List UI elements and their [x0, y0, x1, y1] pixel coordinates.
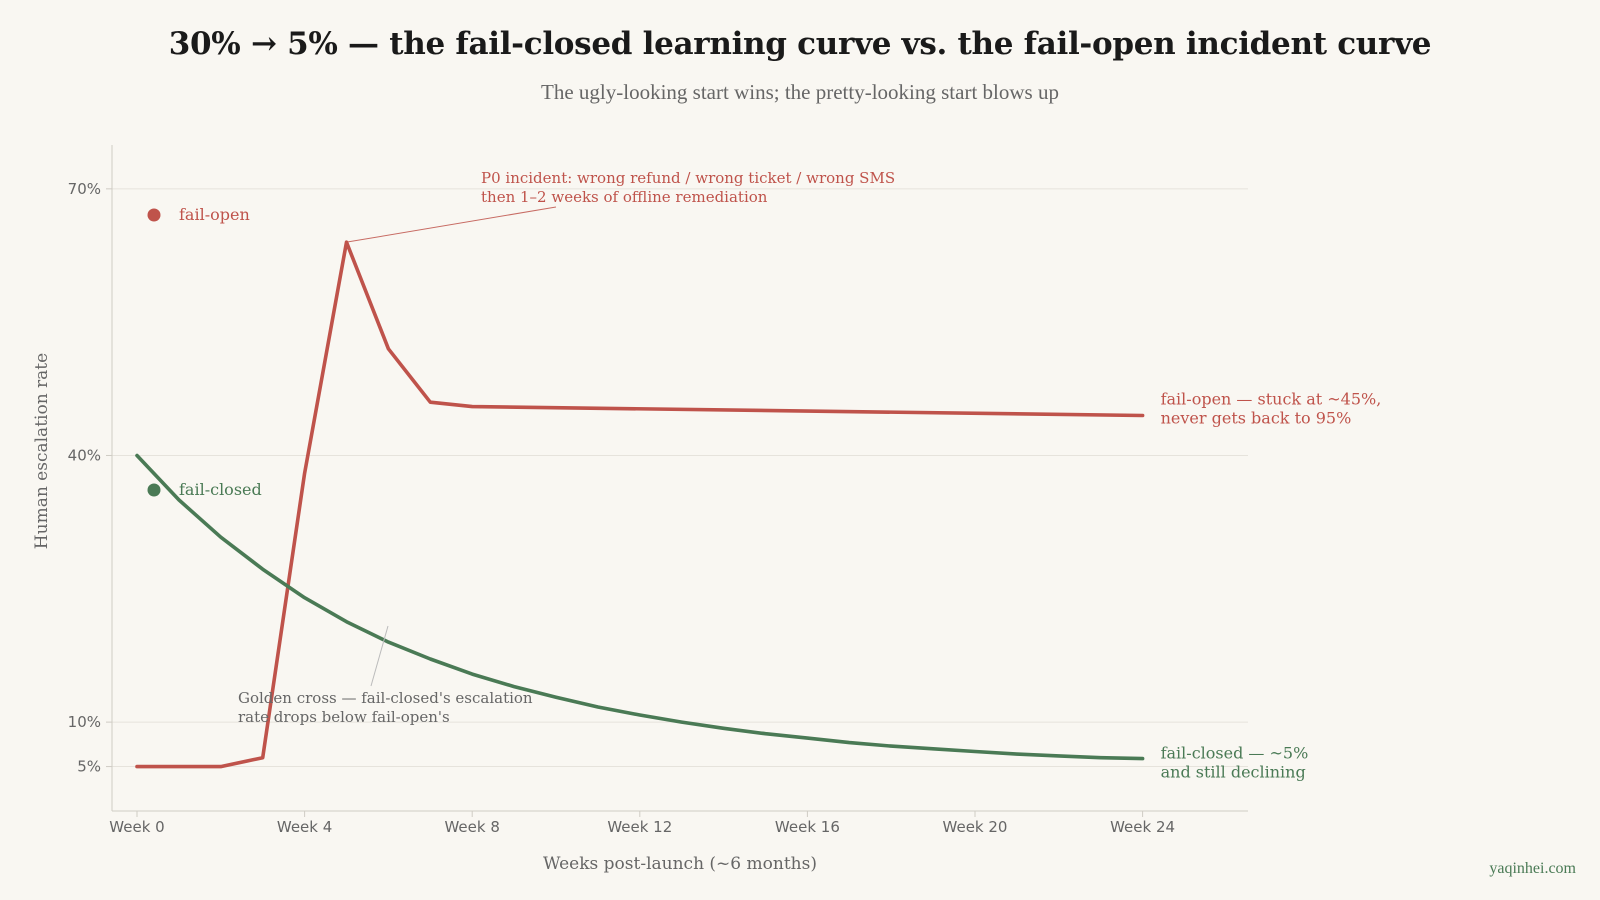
x-tick-label: Week 8	[444, 818, 499, 836]
golden-cross-callout-line	[370, 625, 389, 687]
end-label-fail-open: fail-open — stuck at ~45%,	[1161, 389, 1382, 408]
golden-cross-annotation-text: Golden cross — fail-closed's escalation	[238, 689, 533, 707]
x-tick-labels: Week 0 Week 4 Week 8 Week 12 Week 16 Week 20 W…	[109, 811, 1175, 836]
golden-cross-annotation-text: rate drops below fail-open's	[238, 708, 450, 726]
legend-marker-fail-open	[147, 208, 161, 222]
series-line-fail-open	[135, 240, 1145, 769]
x-tick-label: Week 24	[1110, 818, 1175, 836]
chart-subtitle: The ugly-looking start wins; the pretty-…	[541, 80, 1059, 104]
legend-marker-fail-closed	[147, 483, 161, 497]
series-lines	[135, 240, 1145, 769]
chart-title: 30% → 5% — the fail-closed learning curv…	[168, 26, 1432, 62]
gridlines	[112, 188, 1248, 768]
incident-annotation-text: then 1–2 weeks of offline remediation	[481, 188, 768, 206]
y-axis-label: Human escalation rate	[32, 353, 52, 549]
end-label-fail-closed: fail-closed — ~5%	[1161, 744, 1309, 763]
y-tick-label: 10%	[68, 713, 101, 731]
axes	[111, 145, 1248, 812]
legend-label-fail-open: fail-open	[179, 205, 250, 224]
x-tick-label: Week 20	[943, 818, 1008, 836]
y-tick-label: 40%	[68, 446, 101, 464]
series-line-fail-closed	[135, 453, 1145, 761]
legend: fail-open fail-closed	[147, 205, 262, 499]
incident-callout-line	[346, 206, 557, 243]
x-tick-label: Week 16	[775, 818, 840, 836]
y-tick-label: 5%	[77, 758, 101, 776]
end-labels: fail-open — stuck at ~45%,never gets bac…	[1161, 389, 1382, 781]
y-tick-label: 70%	[68, 180, 101, 198]
incident-annotation-text: P0 incident: wrong refund / wrong ticket…	[481, 169, 895, 187]
legend-label-fail-closed: fail-closed	[179, 480, 262, 499]
y-tick-labels: 5% 10% 40% 70%	[68, 180, 112, 776]
x-tick-label: Week 0	[109, 818, 164, 836]
annotations: P0 incident: wrong refund / wrong ticket…	[238, 169, 895, 726]
x-tick-label: Week 4	[277, 818, 332, 836]
end-label-fail-open: never gets back to 95%	[1161, 408, 1352, 427]
x-tick-label: Week 12	[607, 818, 672, 836]
x-axis-label: Weeks post-launch (~6 months)	[543, 854, 817, 874]
end-label-fail-closed: and still declining	[1161, 763, 1306, 782]
watermark: yaqinhei.com	[1489, 860, 1576, 877]
